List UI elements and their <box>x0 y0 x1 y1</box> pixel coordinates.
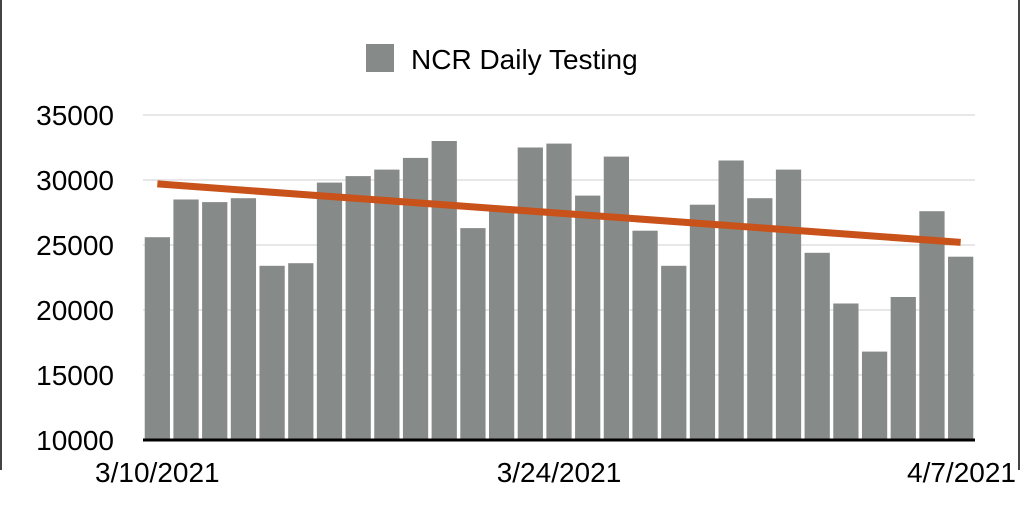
bar <box>345 176 371 440</box>
bar <box>460 228 486 440</box>
bar <box>259 265 285 440</box>
bar <box>747 198 773 440</box>
x-axis-ticks: 3/10/2021 3/24/2021 4/7/2021 <box>95 457 1016 488</box>
y-tick-label: 20000 <box>36 295 114 326</box>
bar <box>948 256 974 440</box>
trendline-group <box>157 180 961 246</box>
legend-label: NCR Daily Testing <box>411 44 638 75</box>
bar <box>431 141 457 440</box>
bar <box>374 169 400 440</box>
y-tick-label: 35000 <box>36 100 114 131</box>
trendline <box>157 180 961 246</box>
x-tick-label: 3/10/2021 <box>95 457 220 488</box>
bar <box>173 199 199 440</box>
bar <box>661 265 687 440</box>
y-tick-label: 10000 <box>36 425 114 456</box>
y-axis-ticks: 10000 15000 20000 25000 30000 35000 <box>36 100 114 456</box>
bar <box>144 237 170 440</box>
bar <box>890 297 916 440</box>
y-tick-label: 30000 <box>36 165 114 196</box>
bar <box>833 303 859 440</box>
bar <box>861 351 888 440</box>
bar <box>316 182 343 440</box>
x-tick-label: 3/24/2021 <box>497 457 622 488</box>
bar <box>775 169 802 440</box>
bar <box>202 202 228 440</box>
y-tick-label: 15000 <box>36 360 114 391</box>
bar <box>517 147 543 440</box>
bar <box>632 230 658 440</box>
y-tick-label: 25000 <box>36 230 114 261</box>
bar <box>919 211 945 440</box>
bar <box>288 263 314 440</box>
bar <box>230 198 257 440</box>
bar <box>603 156 630 440</box>
bar <box>575 195 601 440</box>
bar <box>718 160 744 440</box>
bars <box>144 141 974 440</box>
bar <box>546 143 572 440</box>
legend-swatch <box>366 44 394 72</box>
bar <box>488 209 515 440</box>
legend: NCR Daily Testing <box>366 44 638 75</box>
x-tick-label: 4/7/2021 <box>907 457 1016 488</box>
bar <box>804 252 830 440</box>
bar <box>689 204 716 440</box>
